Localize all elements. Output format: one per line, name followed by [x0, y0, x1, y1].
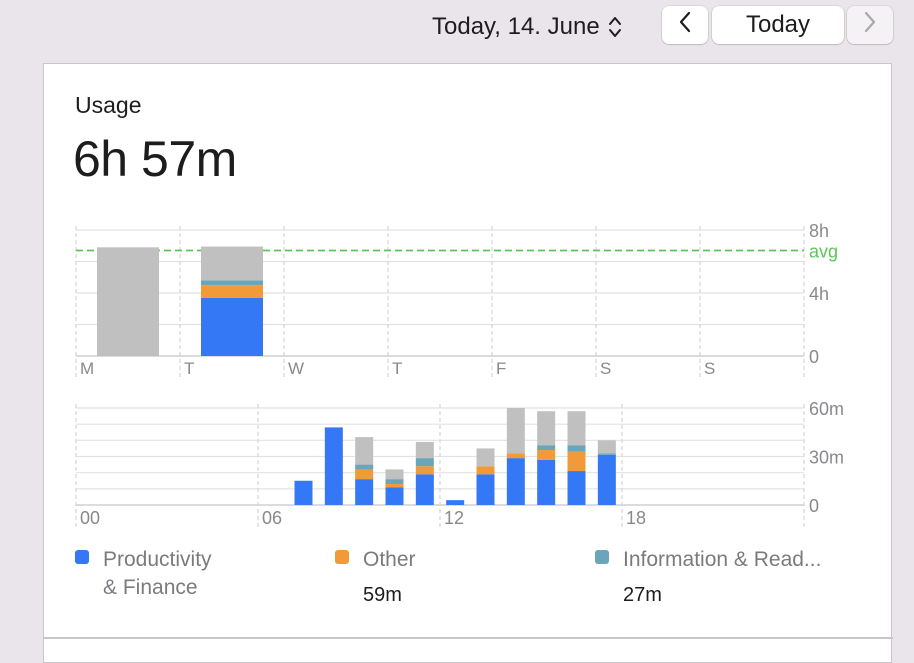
day-label: F [496, 359, 506, 378]
average-label: avg [809, 241, 838, 261]
legend-swatch [335, 550, 349, 564]
toolbar: Today, 14. June Today [0, 0, 914, 56]
hourly-bar-information [567, 445, 586, 452]
hourly-bar-information [537, 445, 556, 451]
hourly-bar-uncategorized [355, 437, 374, 465]
weekly-bar-uncategorized [97, 247, 159, 356]
date-navigation: Today [662, 6, 893, 46]
y-tick-label: 60m [809, 399, 844, 419]
hourly-bar-other [415, 466, 434, 475]
day-label: M [80, 359, 94, 378]
usage-title: Usage [75, 92, 142, 118]
hourly-bar-productivity [446, 500, 465, 505]
date-label: Today, 14. June [432, 13, 600, 40]
usage-charts: M T W T F S S 8h 4h 0 avg 00 06 12 18 60m 30m 0 [75, 221, 844, 529]
hour-label: 12 [444, 508, 464, 528]
legend-swatch [75, 550, 89, 564]
hourly-bar-productivity [476, 474, 495, 505]
legend-value: 27m [623, 584, 662, 606]
y-tick-label: 0 [809, 496, 819, 516]
day-label: W [288, 359, 304, 378]
hourly-bar-information [385, 479, 404, 484]
hourly-bar-other [355, 469, 374, 480]
date-picker[interactable]: Today, 14. June [432, 10, 622, 44]
hourly-bar-productivity [537, 459, 556, 505]
legend-value: 59m [363, 584, 402, 606]
hourly-bar-other [537, 450, 556, 460]
hour-label: 00 [80, 508, 100, 528]
divider [44, 637, 893, 639]
y-tick-label: 4h [809, 284, 829, 304]
hourly-bar-productivity [415, 474, 434, 505]
legend-label: Other [363, 548, 416, 571]
day-label: T [184, 359, 194, 378]
y-tick-label: 0 [809, 347, 819, 367]
hourly-bar-productivity [506, 458, 525, 505]
next-day-button[interactable] [847, 6, 893, 44]
legend-label: Information & Read... [623, 548, 822, 571]
hourly-bar-productivity [355, 479, 374, 505]
legend-label: Productivity & Finance [103, 548, 212, 599]
hourly-bar-productivity [597, 454, 616, 505]
hour-label: 18 [626, 508, 646, 528]
hourly-bar-other [476, 466, 495, 475]
hourly-bar-productivity [385, 487, 404, 505]
hourly-bar-other [567, 451, 586, 472]
chevron-left-icon [678, 10, 692, 41]
hourly-bar-productivity [324, 427, 343, 505]
hourly-bar-uncategorized [506, 408, 525, 454]
hourly-bar-uncategorized [476, 448, 495, 467]
previous-day-button[interactable] [662, 6, 708, 44]
today-button[interactable]: Today [712, 6, 844, 44]
day-label: S [704, 359, 715, 378]
hourly-bar-productivity [294, 480, 313, 505]
hourly-bar-information [415, 458, 434, 467]
weekly-bar-uncategorized [201, 246, 263, 281]
y-tick-label: 8h [809, 221, 829, 241]
hourly-bar-other [385, 483, 404, 488]
chevron-right-icon [863, 10, 877, 41]
hourly-bar-uncategorized [537, 411, 556, 446]
y-tick-label: 30m [809, 448, 844, 468]
weekly-bar-productivity [201, 297, 263, 356]
hourly-bar-uncategorized [567, 411, 586, 446]
hourly-bar-uncategorized [415, 441, 434, 459]
usage-card: Usage 6h 57m M T W T F S S 8h 4h 0 avg 00 06 12 18 60m 3… [43, 63, 893, 663]
hourly-bar-other [506, 453, 525, 459]
hour-label: 06 [262, 508, 282, 528]
legend-swatch [595, 550, 609, 564]
weekly-bar-other [201, 285, 263, 298]
weekly-bar-information [201, 280, 263, 286]
hourly-bar-information [597, 453, 616, 455]
chevron-updown-icon [608, 15, 622, 39]
hourly-bar-information [355, 464, 374, 470]
hourly-bar-uncategorized [385, 469, 404, 480]
usage-total: 6h 57m [73, 131, 237, 187]
hourly-bar-uncategorized [597, 440, 616, 454]
day-label: T [392, 359, 402, 378]
day-label: S [600, 359, 611, 378]
hourly-bar-productivity [567, 471, 586, 505]
